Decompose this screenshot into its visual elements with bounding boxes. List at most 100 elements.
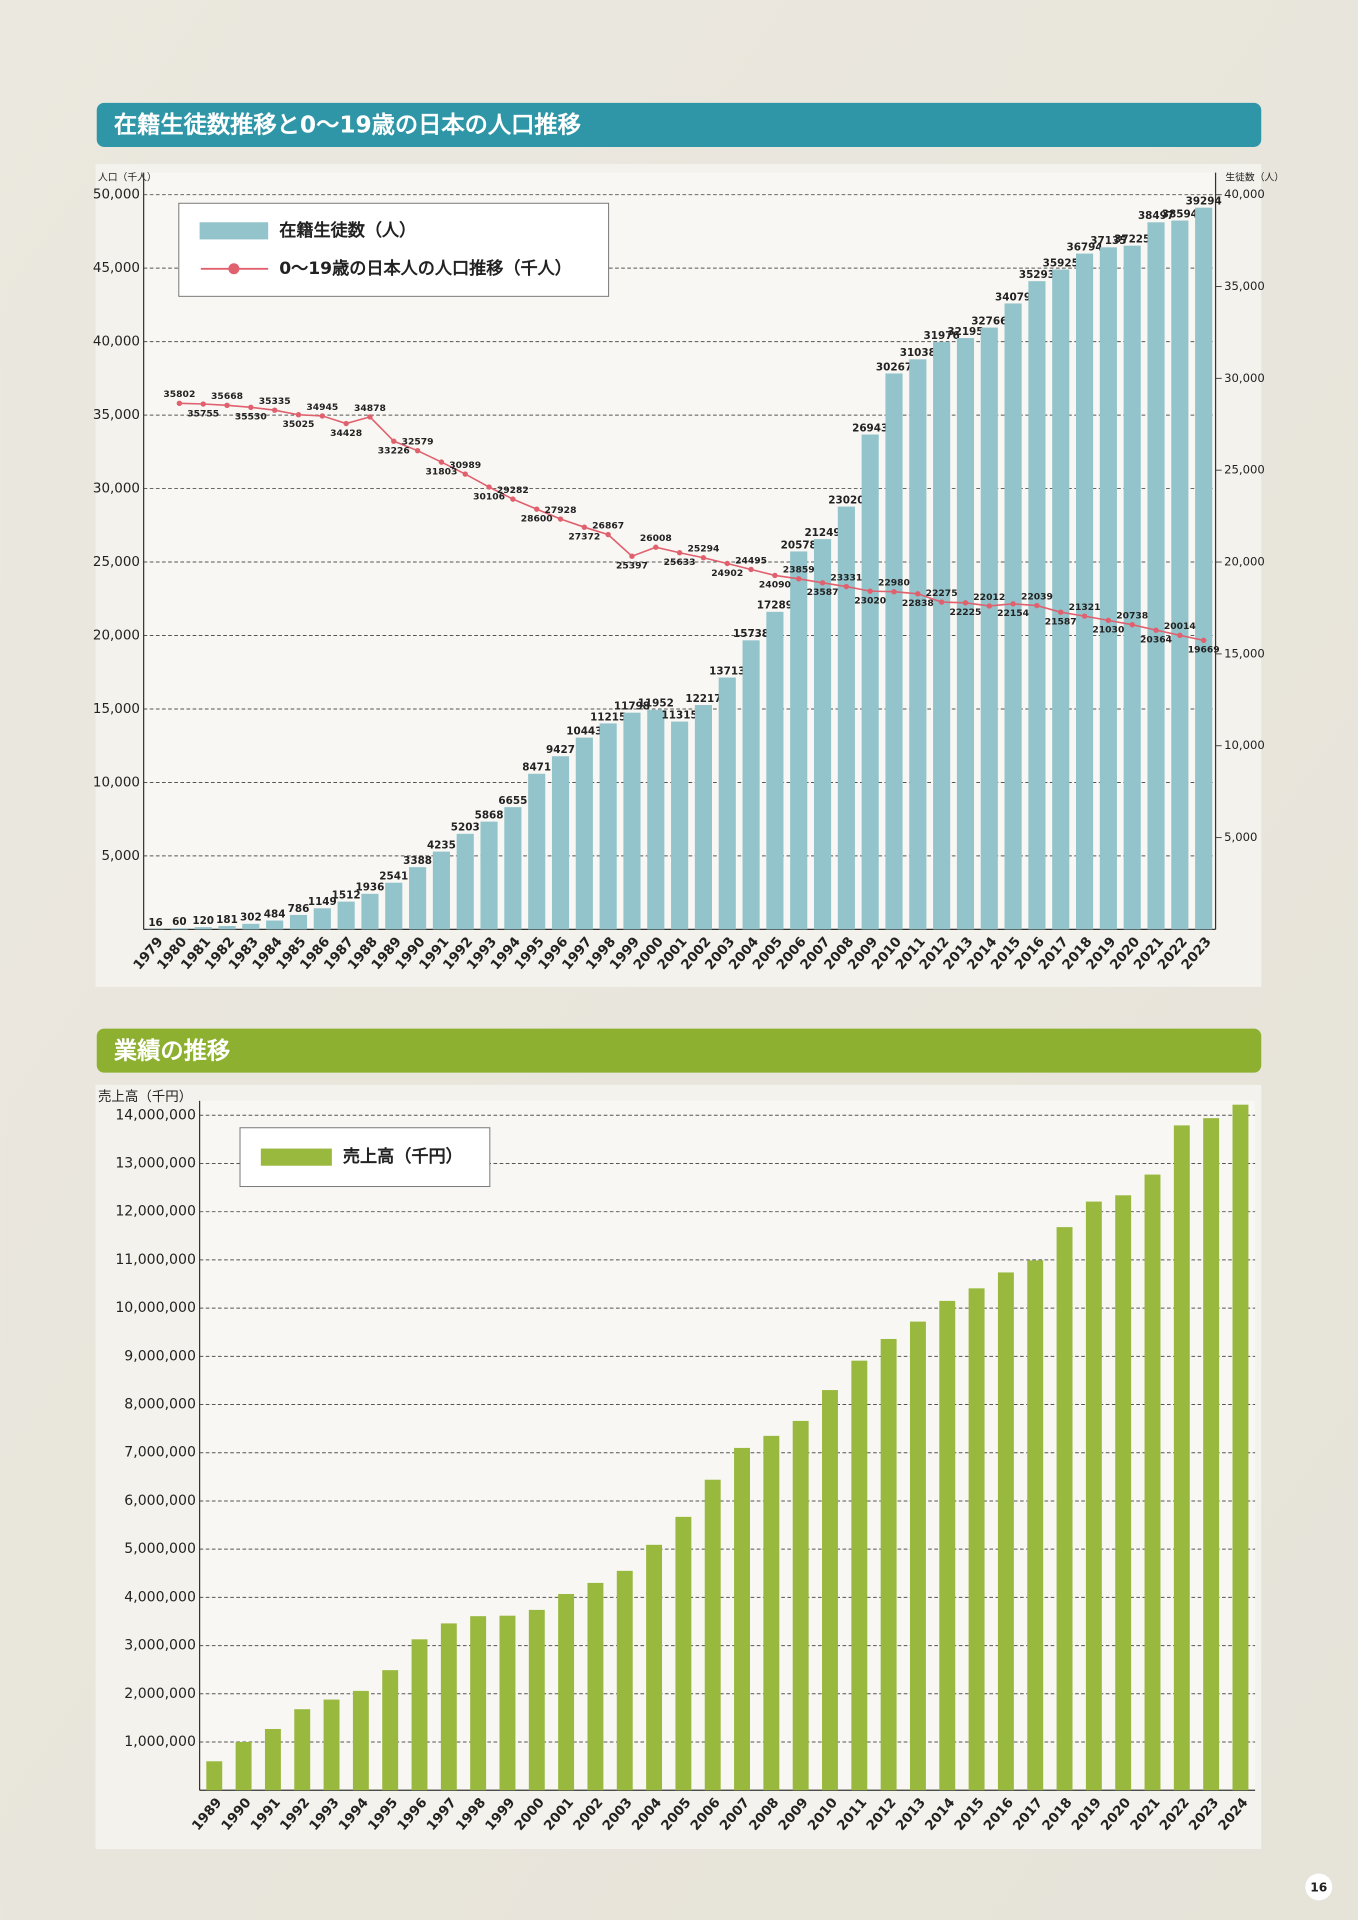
bar (1027, 1260, 1044, 1791)
line-value-label: 30106 (473, 491, 505, 502)
bar-value-label: 31976 (924, 330, 960, 342)
bar-value-label: 9427 (546, 744, 575, 756)
line-value-label: 22154 (997, 608, 1029, 619)
line-value-label: 22980 (878, 578, 910, 589)
line-value-label: 35530 (235, 412, 267, 423)
y-tick-label: 8,000,000 (124, 1397, 196, 1413)
bar-value-label: 11315 (662, 709, 698, 721)
y-tick-label: 50,000 (93, 188, 140, 203)
bar-value-label: 3388 (403, 855, 432, 867)
line-value-label: 31803 (425, 466, 457, 477)
bar (694, 704, 713, 930)
line-point (343, 420, 349, 427)
bar-value-label: 16 (148, 917, 162, 929)
bar-value-label: 12217 (685, 693, 721, 705)
line-value-label: 26867 (592, 521, 624, 532)
bar-value-label: 11952 (638, 698, 674, 710)
bar (734, 1447, 750, 1791)
legend-swatch (199, 222, 269, 240)
line-value-label: 35025 (283, 419, 315, 430)
bar (323, 1699, 340, 1791)
line-value-label: 22225 (949, 607, 981, 618)
bar (1115, 1195, 1132, 1791)
line-value-label: 19669 (1188, 645, 1220, 656)
line-value-label: 27372 (568, 531, 600, 542)
line-point (200, 401, 206, 407)
line-point (962, 600, 969, 606)
line-value-label: 35335 (259, 396, 291, 407)
line-point (414, 447, 421, 454)
y2-tick-label: 5,000 (1224, 830, 1257, 844)
y2-tick-label: 15,000 (1224, 646, 1265, 660)
line-value-label: 23020 (854, 595, 886, 606)
bar (766, 611, 784, 930)
line-point (557, 516, 564, 522)
bar (551, 756, 570, 930)
bar-value-label: 5203 (451, 822, 480, 834)
line-value-label: 33226 (378, 445, 410, 456)
line-point (295, 412, 302, 418)
line-value-label: 22838 (902, 598, 934, 609)
line-point (1153, 627, 1159, 633)
line-point (748, 566, 754, 573)
bar (1004, 303, 1022, 930)
line-value-label: 24902 (711, 568, 743, 579)
bar (206, 1761, 223, 1791)
line-value-label: 29282 (497, 485, 529, 496)
bar (289, 914, 308, 930)
line-value-label: 30989 (449, 460, 481, 471)
y-axis-label: 人口（千人） (98, 172, 157, 184)
bar-value-label: 20578 (781, 539, 817, 551)
bar (822, 1390, 838, 1791)
line-point (938, 599, 945, 605)
bar-value-label: 35925 (1043, 257, 1079, 269)
line-point (1058, 609, 1064, 615)
bar (235, 1741, 252, 1791)
line-value-label: 23587 (807, 587, 839, 598)
bar-value-label: 484 (264, 908, 286, 920)
legend-dot (228, 263, 240, 275)
bar-value-label: 37135 (1090, 235, 1126, 247)
bar (704, 1479, 721, 1791)
line-value-label: 34878 (354, 403, 386, 414)
line-point (605, 531, 611, 538)
line-point (224, 402, 230, 408)
bar (432, 851, 450, 930)
line-value-label: 35802 (163, 389, 195, 400)
bar (558, 1593, 575, 1791)
line-point (176, 400, 183, 407)
page-number: 16 (1310, 1881, 1327, 1895)
bar-value-label: 2541 (379, 871, 408, 883)
line-value-label: 34945 (306, 402, 338, 413)
line-point (891, 589, 897, 595)
bar (1173, 1125, 1190, 1791)
bar (361, 893, 379, 930)
y-tick-label: 1,000,000 (124, 1734, 196, 1750)
bar-value-label: 26943 (852, 422, 888, 434)
line-point (986, 603, 992, 609)
bar (616, 1570, 633, 1791)
bar (792, 1420, 809, 1791)
y-tick-label: 4,000,000 (124, 1589, 196, 1605)
line-point (462, 471, 468, 477)
bar-value-label: 17289 (757, 600, 793, 612)
bar (718, 677, 736, 930)
y-tick-label: 2,000,000 (124, 1686, 196, 1702)
bar (671, 721, 689, 930)
line-point (1105, 617, 1112, 624)
bar (880, 1338, 897, 1791)
y-tick-label: 5,000 (101, 849, 140, 864)
line-value-label: 23331 (830, 572, 862, 583)
bar (1203, 1118, 1220, 1791)
y-tick-label: 35,000 (93, 408, 140, 423)
section-header (96, 1028, 1262, 1073)
bar (411, 1639, 428, 1791)
line-point (724, 560, 730, 567)
bar (264, 1728, 281, 1791)
bar (933, 342, 951, 930)
y2-tick-label: 35,000 (1224, 279, 1265, 293)
bar (909, 1321, 926, 1791)
line-value-label: 26008 (640, 533, 672, 544)
bar (382, 1670, 399, 1791)
bar (587, 1582, 604, 1791)
